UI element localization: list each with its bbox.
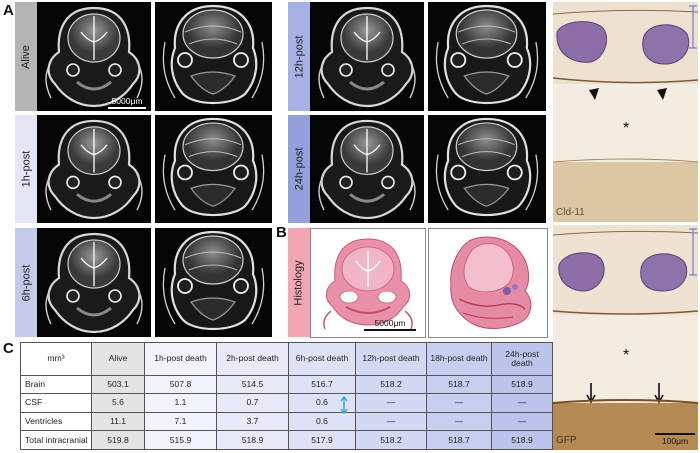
mri-scale-label: 5000μm [111,96,143,106]
column-header: 24h-post death [491,342,553,376]
table-header-row: mm³ Alive 1h-post death 2h-post death 6h-pos… [20,342,553,376]
table-row: Brain 503.1 507.8 514.5 516.7 518.2 518.7 518.9 [20,374,553,395]
table-cell: 514.5 [216,374,289,395]
panel-label-a: A [3,2,14,19]
table-cell: 519.8 [91,430,145,450]
asterisk-bottom: * [623,347,630,364]
mri-12h-coronal [428,2,546,111]
histology-scale-line [364,329,416,331]
table-cell: 7.1 [144,411,217,432]
table-cell: — [426,411,492,432]
table-cell: — [491,411,553,432]
mri-alive-axial [37,2,151,111]
table-cell: 0.7 [216,393,289,413]
row-label-1h: 1h-post [15,115,37,223]
row-label-6h: 6h-post [15,228,37,337]
histology-scale-label: 5000μm [374,318,406,328]
row-label-12h: 12h-post [288,2,310,111]
table-cell: 1.1 [144,393,217,413]
table-cell: 516.7 [288,374,356,395]
mri-scale-bar: 5000μm [108,96,146,109]
table-cell: — [355,411,427,432]
column-header: 2h-post death [216,342,289,376]
row-header: Brain [20,374,92,395]
table-cell: 518.7 [426,430,492,450]
column-header: 1h-post death [144,342,217,376]
mri-1h-axial [37,115,151,223]
panel-label-c: C [3,340,14,357]
row-label-alive: Alive [15,2,37,111]
table-cell: 507.8 [144,374,217,395]
histology-coronal [428,228,548,338]
mri-scale-line [108,107,146,109]
histology-axial [310,228,426,338]
table-cell: — [355,393,427,413]
row-header: Total intracranial [20,430,92,450]
mri-alive-coronal [155,2,272,111]
row-header: CSF [20,393,92,413]
mri-6h-axial [37,228,151,337]
histology-scale-bar: 5000μm [364,318,416,331]
table-cell: 515.9 [144,430,217,450]
micrograph-label-cld11: Cld-11 [556,207,585,218]
table-row: Total intracranial 519.8 515.9 518.9 517.9 51… [20,430,553,450]
mri-6h-coronal [155,228,272,337]
table-cell: 0.6 [288,393,356,413]
table-cell: 517.9 [288,430,356,450]
panel-label-b: B [276,224,287,241]
row-header: Ventricles [20,411,92,432]
table-cell: 503.1 [91,374,145,395]
micrograph-label-gfp: GFP [556,435,577,446]
table-cell: 518.9 [491,374,553,395]
micro-scale-label: 100μm [661,436,689,446]
table-cell: 0.6 [288,411,356,432]
table-cell: 518.2 [355,430,427,450]
table-cell: — [426,393,492,413]
table-row: Ventricles 11.1 7.1 3.7 0.6— — — [20,411,553,432]
mri-1h-coronal [155,115,272,223]
table-cell: 518.9 [216,430,289,450]
asterisk-top: * [623,120,630,137]
mri-24h-axial [310,115,424,223]
micro-scale-bar: 100μm [655,433,695,446]
table-corner-cell: mm³ [20,342,92,376]
micrograph-cld11: * Cld-11 [553,2,698,222]
micrograph-gfp: * GFP 100μm [553,225,698,450]
mri-24h-coronal [428,115,546,223]
table-cell: 3.7 [216,411,289,432]
row-label-24h: 24h-post [288,115,310,223]
column-header: Alive [91,342,145,376]
cursor-marker [332,395,348,415]
row-label-histology: Histology [288,228,310,337]
column-header: 18h-post death [426,342,492,376]
table-cell: 518.9 [491,430,553,450]
table-cell: 518.7 [426,374,492,395]
column-header: 12h-post death [355,342,427,376]
micro-scale-line [655,433,695,435]
table-cell: — [491,393,553,413]
table-cell: 518.2 [355,374,427,395]
mri-12h-axial [310,2,424,111]
volume-table: mm³ Alive 1h-post death 2h-post death 6h-pos… [20,342,553,450]
table-row: CSF 5.6 1.1 0.7 0.6— — — [20,393,553,413]
column-header: 6h-post death [288,342,356,376]
table-cell: 5.6 [91,393,145,413]
table-cell: 11.1 [91,411,145,432]
